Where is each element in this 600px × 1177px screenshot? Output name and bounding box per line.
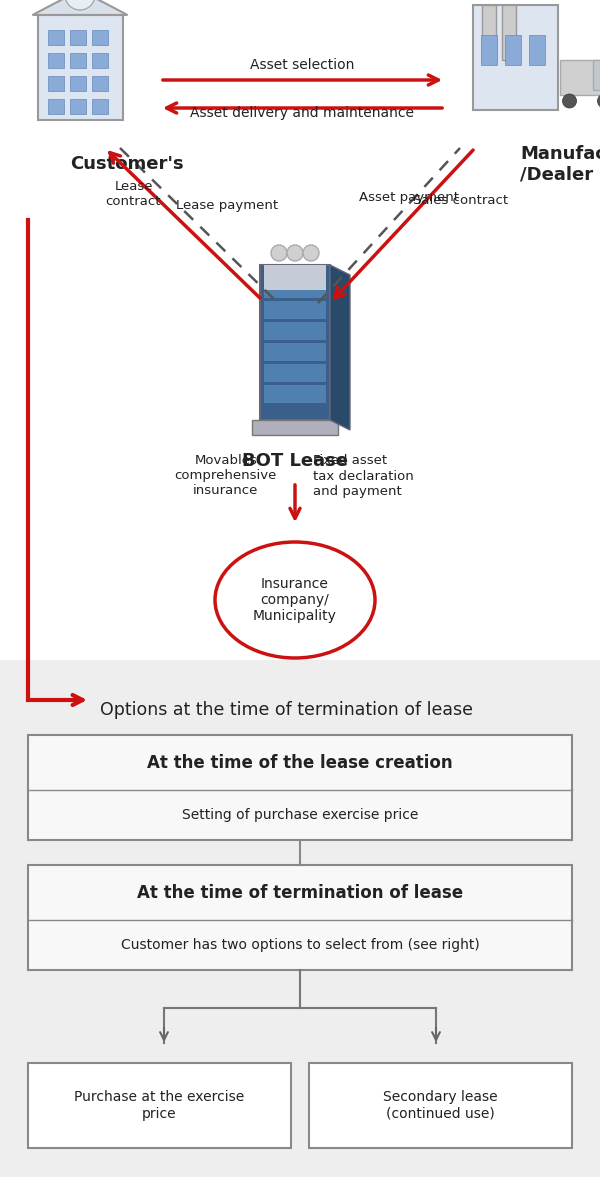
Text: Lease
contract: Lease contract <box>106 180 161 208</box>
Text: Setting of purchase exercise price: Setting of purchase exercise price <box>182 807 418 822</box>
Text: Manufacture
/Dealer: Manufacture /Dealer <box>520 145 600 184</box>
Text: Sales contract: Sales contract <box>413 194 508 207</box>
Text: Purchase at the exercise
price: Purchase at the exercise price <box>74 1090 245 1121</box>
Bar <box>91 77 107 91</box>
Circle shape <box>287 245 303 261</box>
Bar <box>481 35 497 65</box>
Text: Customer has two options to select from (see right): Customer has two options to select from … <box>121 938 479 952</box>
Bar <box>47 53 64 68</box>
Text: Customer's: Customer's <box>70 155 184 173</box>
Circle shape <box>271 245 287 261</box>
Bar <box>91 53 107 68</box>
Circle shape <box>563 94 577 108</box>
Text: At the time of the lease creation: At the time of the lease creation <box>147 753 453 771</box>
Bar <box>309 1063 572 1148</box>
Bar <box>70 77 86 91</box>
Bar <box>28 734 572 840</box>
Text: Secondary lease
(continued use): Secondary lease (continued use) <box>383 1090 498 1121</box>
Bar <box>505 35 521 65</box>
Text: At the time of termination of lease: At the time of termination of lease <box>137 884 463 902</box>
Bar <box>91 99 107 114</box>
Bar <box>264 364 326 383</box>
Bar <box>264 343 326 361</box>
Bar <box>260 265 330 420</box>
Bar <box>502 5 516 60</box>
Circle shape <box>303 245 319 261</box>
Bar <box>70 29 86 45</box>
Bar <box>47 29 64 45</box>
Bar <box>0 660 600 1177</box>
Bar <box>593 60 600 89</box>
Text: Insurance
company/
Municipality: Insurance company/ Municipality <box>253 577 337 623</box>
Text: BOT Lease: BOT Lease <box>242 452 348 470</box>
Circle shape <box>598 94 600 108</box>
Polygon shape <box>330 265 350 430</box>
Text: Lease payment: Lease payment <box>176 199 278 212</box>
Text: Asset selection: Asset selection <box>250 58 355 72</box>
Bar <box>37 15 122 120</box>
Bar <box>47 77 64 91</box>
Bar <box>560 60 600 95</box>
Bar <box>70 99 86 114</box>
Circle shape <box>65 0 95 9</box>
Bar <box>252 420 338 435</box>
Bar <box>529 35 545 65</box>
Bar <box>264 280 326 298</box>
Text: Options at the time of termination of lease: Options at the time of termination of le… <box>100 701 473 719</box>
Bar <box>473 5 557 109</box>
Polygon shape <box>32 0 128 15</box>
Bar <box>264 385 326 403</box>
Bar <box>91 29 107 45</box>
Text: Movables
comprehensive
insurance: Movables comprehensive insurance <box>175 454 277 498</box>
Bar <box>264 322 326 340</box>
Bar <box>264 301 326 319</box>
Text: Fixed asset
tax declaration
and payment: Fixed asset tax declaration and payment <box>313 454 414 498</box>
Ellipse shape <box>215 541 375 658</box>
Bar <box>482 5 496 60</box>
Bar <box>28 1063 291 1148</box>
Bar <box>264 265 326 290</box>
Bar <box>28 865 572 970</box>
Text: Asset delivery and maintenance: Asset delivery and maintenance <box>191 106 415 120</box>
Bar <box>47 99 64 114</box>
Text: Asset payment: Asset payment <box>359 191 459 204</box>
Bar <box>70 53 86 68</box>
